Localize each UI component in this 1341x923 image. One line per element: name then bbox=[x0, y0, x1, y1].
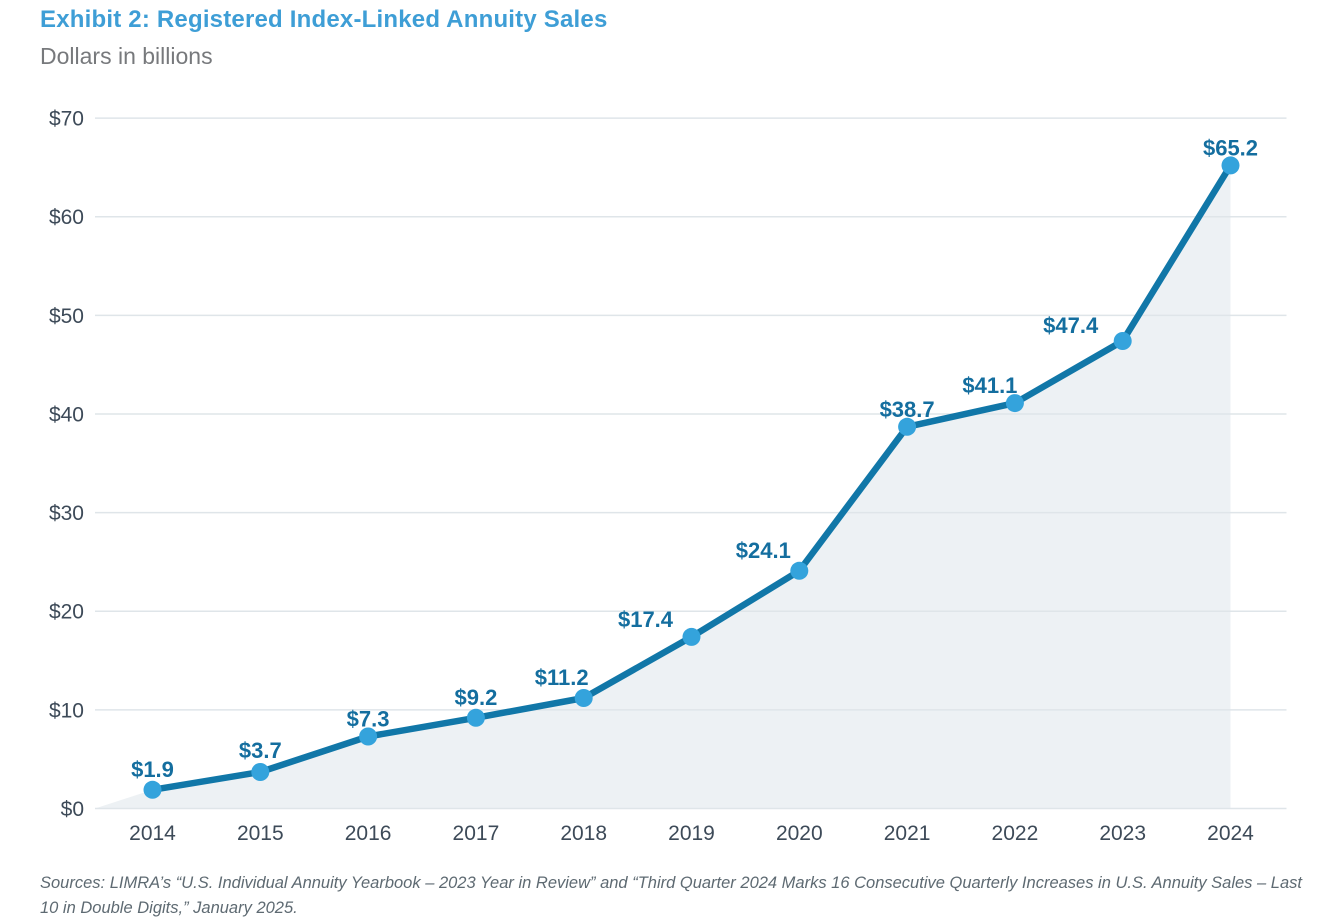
x-tick-label-2023: 2023 bbox=[1099, 822, 1146, 845]
y-tick-label-40: $40 bbox=[49, 404, 84, 427]
data-label-2021: $38.7 bbox=[880, 397, 935, 422]
data-label-2016: $7.3 bbox=[347, 707, 390, 732]
data-point-2016[interactable] bbox=[359, 727, 378, 746]
x-tick-label-2016: 2016 bbox=[345, 822, 392, 845]
x-tick-label-2020: 2020 bbox=[776, 822, 823, 845]
data-label-2015: $3.7 bbox=[239, 738, 282, 763]
x-tick-label-2017: 2017 bbox=[453, 822, 500, 845]
data-point-2023[interactable] bbox=[1113, 332, 1132, 350]
data-point-2022[interactable] bbox=[1005, 394, 1024, 413]
data-point-2019[interactable] bbox=[682, 627, 701, 646]
y-tick-label-60: $60 bbox=[49, 206, 84, 229]
x-tick-label-2024: 2024 bbox=[1207, 822, 1254, 845]
data-point-2020[interactable] bbox=[790, 561, 809, 580]
y-tick-label-0: $0 bbox=[61, 798, 84, 821]
area-fill bbox=[95, 165, 1231, 809]
y-tick-label-50: $50 bbox=[49, 305, 84, 328]
data-point-2024[interactable] bbox=[1221, 156, 1240, 175]
y-tick-label-10: $10 bbox=[49, 699, 84, 722]
data-label-2023: $47.4 bbox=[1043, 313, 1099, 338]
data-label-2024: $65.2 bbox=[1203, 135, 1258, 160]
data-point-2018[interactable] bbox=[574, 689, 593, 707]
data-point-2015[interactable] bbox=[251, 763, 270, 781]
data-label-2022: $41.1 bbox=[962, 373, 1017, 398]
source-note: Sources: LIMRA’s “U.S. Individual Annuit… bbox=[40, 874, 1302, 917]
x-tick-label-2022: 2022 bbox=[992, 822, 1039, 845]
x-tick-label-2018: 2018 bbox=[560, 822, 607, 845]
x-tick-label-2015: 2015 bbox=[237, 822, 284, 845]
y-tick-label-30: $30 bbox=[49, 502, 84, 525]
data-label-2020: $24.1 bbox=[736, 538, 791, 563]
data-point-2014[interactable] bbox=[143, 780, 162, 799]
y-tick-label-20: $20 bbox=[49, 601, 84, 624]
data-label-2017: $9.2 bbox=[454, 685, 497, 710]
data-label-2019: $17.4 bbox=[618, 607, 674, 632]
y-tick-label-70: $70 bbox=[49, 108, 84, 131]
data-point-2021[interactable] bbox=[898, 417, 917, 436]
x-tick-label-2014: 2014 bbox=[129, 822, 176, 845]
data-label-2014: $1.9 bbox=[131, 757, 174, 782]
x-tick-label-2019: 2019 bbox=[668, 822, 715, 845]
chart-title: Exhibit 2: Registered Index-Linked Annui… bbox=[40, 6, 608, 33]
data-point-2017[interactable] bbox=[466, 708, 485, 727]
data-label-2018: $11.2 bbox=[535, 665, 589, 690]
x-tick-label-2021: 2021 bbox=[884, 822, 931, 845]
chart-subtitle: Dollars in billions bbox=[40, 43, 213, 69]
